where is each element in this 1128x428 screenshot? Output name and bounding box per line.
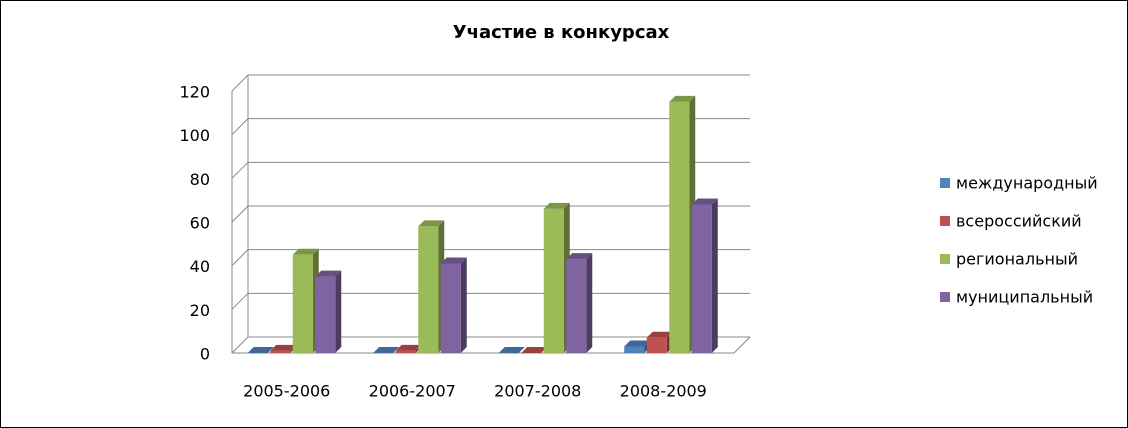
bar-top bbox=[292, 248, 319, 255]
bar-top bbox=[669, 95, 696, 102]
y-tick-label: 40 bbox=[190, 257, 210, 276]
grid-line bbox=[231, 205, 750, 223]
bar-top bbox=[498, 347, 525, 353]
y-tick-label: 0 bbox=[200, 345, 210, 364]
grid-line bbox=[231, 161, 750, 179]
bar bbox=[566, 259, 587, 353]
bar bbox=[395, 350, 416, 353]
bar-top bbox=[566, 253, 593, 260]
bar-side bbox=[711, 198, 718, 353]
bar-top bbox=[521, 347, 548, 353]
legend-label: всероссийский bbox=[956, 212, 1082, 231]
bar bbox=[646, 337, 667, 353]
y-tick-label: 60 bbox=[190, 214, 210, 233]
bar-top bbox=[418, 220, 445, 227]
x-tick-label: 2008-2009 bbox=[620, 382, 707, 401]
y-tick-label: 100 bbox=[179, 126, 210, 145]
bar bbox=[624, 346, 645, 353]
bar-top bbox=[646, 331, 673, 338]
legend-swatch bbox=[940, 216, 950, 226]
bar-top bbox=[270, 344, 297, 351]
legend-label: муниципальный bbox=[956, 288, 1093, 307]
legend-label: международный bbox=[956, 174, 1098, 193]
y-tick-label: 80 bbox=[190, 170, 210, 189]
grid-line bbox=[231, 118, 750, 136]
bar bbox=[418, 226, 439, 353]
legend-swatch bbox=[940, 254, 950, 264]
bar bbox=[691, 204, 712, 353]
bar-top bbox=[373, 347, 400, 353]
grid-line bbox=[231, 74, 750, 92]
chart-title: Участие в конкурсах bbox=[453, 22, 670, 43]
bar-top bbox=[543, 202, 570, 209]
bar bbox=[315, 276, 336, 353]
legend-swatch bbox=[940, 292, 950, 302]
grid-line bbox=[231, 249, 750, 267]
bar bbox=[270, 350, 291, 353]
bar-top bbox=[691, 198, 718, 205]
y-tick-label: 120 bbox=[179, 83, 210, 102]
bar bbox=[292, 254, 313, 353]
bar-side bbox=[460, 257, 467, 353]
x-tick-label: 2006-2007 bbox=[369, 382, 456, 401]
bar bbox=[669, 101, 690, 354]
bar bbox=[440, 263, 461, 353]
legend-label: региональный bbox=[956, 250, 1078, 269]
bar-top bbox=[395, 344, 422, 351]
x-tick-label: 2005-2006 bbox=[243, 382, 330, 401]
y-tick-label: 20 bbox=[190, 301, 210, 320]
bar-top bbox=[247, 347, 274, 353]
bar-top bbox=[315, 270, 342, 277]
bar-top bbox=[440, 257, 467, 264]
bar-top bbox=[624, 340, 651, 347]
legend-swatch bbox=[940, 178, 950, 188]
x-tick-label: 2007-2008 bbox=[494, 382, 581, 401]
bar-side bbox=[586, 253, 593, 353]
bar-side bbox=[335, 270, 342, 353]
bar bbox=[543, 208, 564, 353]
